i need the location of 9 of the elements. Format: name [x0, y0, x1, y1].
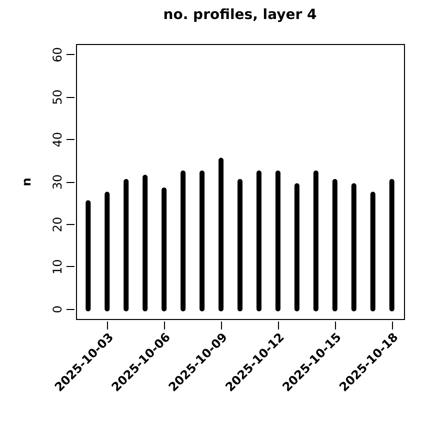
y-tick-label: 20 [50, 216, 64, 232]
y-tick-label: 40 [50, 132, 64, 148]
y-tick-label: 10 [50, 259, 64, 275]
chart-title: no. profiles, layer 4 [163, 7, 317, 23]
y-axis-title: n [20, 178, 34, 186]
y-tick-label: 0 [50, 305, 64, 314]
y-tick-label: 60 [50, 47, 64, 62]
y-tick-label: 50 [50, 89, 64, 105]
y-tick-label: 30 [50, 174, 64, 190]
